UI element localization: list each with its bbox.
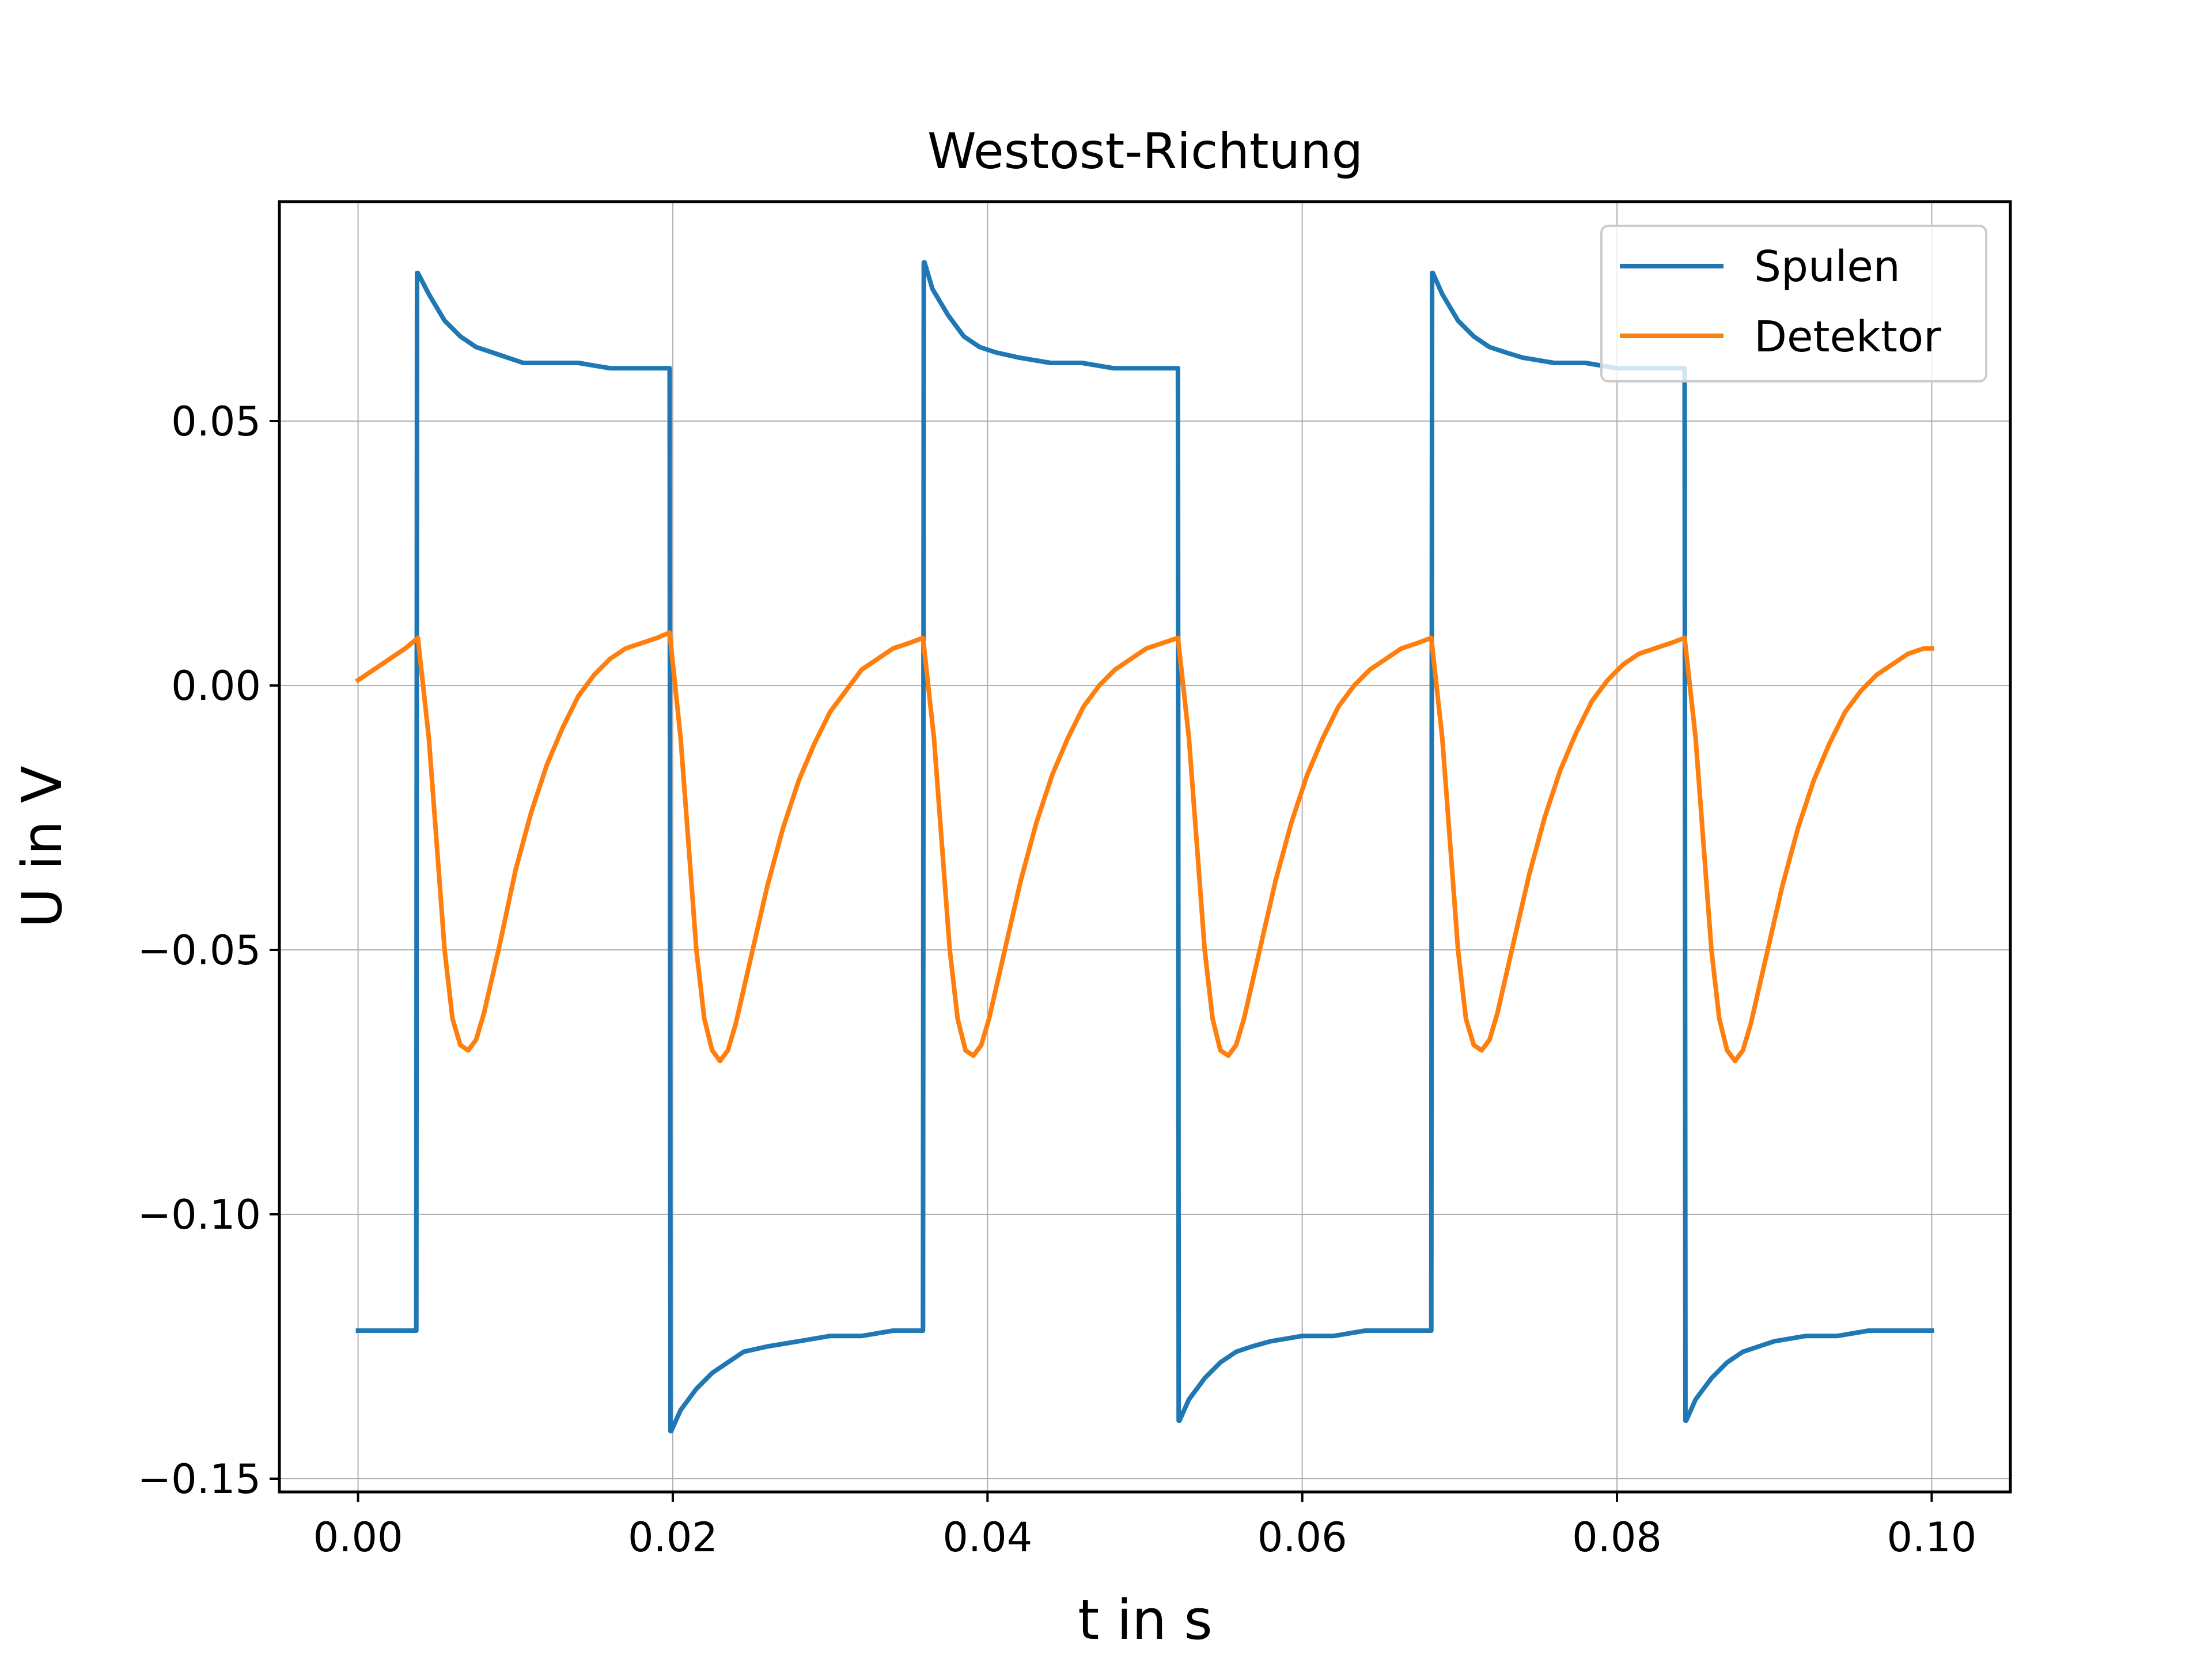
x-tick-label: 0.06 [1257,1514,1347,1561]
y-axis-label: U in V [11,766,74,928]
x-tick-label: 0.02 [628,1514,718,1561]
y-tick-label: 0.00 [171,662,261,710]
y-tick-label: −0.05 [137,927,261,974]
plot-area-frame [278,200,2012,1494]
y-tick-label: −0.15 [137,1456,261,1503]
y-axis: 0.05 0.00 −0.05 −0.10 −0.15 [137,398,279,1503]
legend-label-detektor: Detektor [1754,312,1941,362]
x-axis: 0.00 0.02 0.04 0.06 0.08 0.10 [313,1492,1976,1561]
x-tick-label: 0.00 [313,1514,403,1561]
legend: Spulen Detektor [1600,225,1987,382]
legend-label-spulen: Spulen [1754,242,1900,291]
grid [279,202,2010,1492]
series-line-detektor [355,630,1934,1063]
chart-title: Westost-Richtung [927,123,1363,180]
x-axis-label: t in s [1078,1589,1213,1652]
x-tick-label: 0.08 [1572,1514,1662,1561]
x-tick-label: 0.10 [1887,1514,1976,1561]
x-tick-label: 0.04 [942,1514,1032,1561]
y-tick-label: −0.10 [137,1191,261,1238]
y-tick-label: 0.05 [171,398,261,445]
